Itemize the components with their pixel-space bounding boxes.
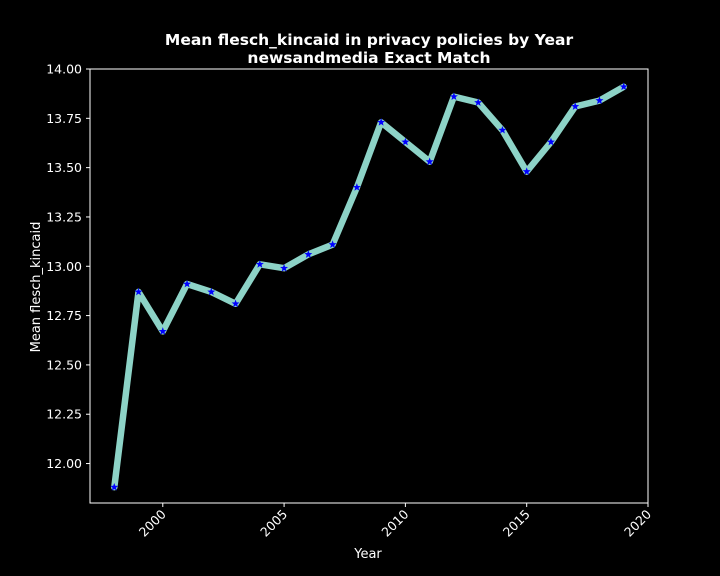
data-point-marker [304, 250, 313, 258]
x-tick-label: 2005 [257, 507, 290, 540]
data-point-marker [328, 240, 337, 248]
x-axis: 2000 2005 2010 2015 2020 [136, 503, 654, 540]
data-point-marker [498, 125, 507, 134]
data-point-marker [571, 102, 580, 110]
data-point-marker [401, 137, 410, 146]
y-tick-label: 12.00 [46, 456, 82, 471]
data-point-marker [183, 279, 192, 288]
plot-frame [89, 68, 649, 504]
y-tick-label: 14.00 [46, 62, 82, 77]
data-point-marker [377, 118, 386, 126]
x-tick-label: 2000 [136, 506, 169, 539]
data-point-marker [425, 157, 434, 166]
data-point-marker [110, 483, 119, 491]
y-tick-label: 13.00 [46, 259, 82, 274]
chart-subtitle: newsandmedia Exact Match [247, 49, 490, 67]
data-point-marker [522, 167, 531, 175]
data-point-marker [134, 287, 143, 296]
x-tick-label: 2015 [500, 507, 533, 540]
data-point-marker [619, 82, 628, 91]
data-point-marker [280, 264, 289, 272]
data-point-marker [449, 92, 458, 101]
y-tick-label: 12.25 [46, 407, 82, 422]
data-point-marker [595, 96, 604, 104]
x-tick-label: 2020 [621, 506, 654, 539]
x-tick-label: 2010 [378, 506, 411, 539]
y-tick-label: 12.50 [46, 357, 82, 372]
plot-area [89, 68, 649, 504]
y-tick-label: 13.25 [46, 209, 82, 224]
y-tick-label: 13.75 [46, 111, 82, 126]
data-point-marker [546, 137, 555, 146]
y-axis-label: Mean flesch_kincaid [29, 222, 44, 353]
x-axis-label: Year [353, 547, 382, 562]
data-point-marker [231, 299, 240, 308]
y-axis: 12.00 12.25 12.50 12.75 13.00 13.25 13.50 13.75… [46, 62, 90, 471]
series-line [111, 83, 627, 491]
data-point-marker [474, 98, 483, 106]
data-point-marker [255, 260, 264, 268]
data-point-marker [352, 183, 361, 191]
y-tick-label: 12.75 [46, 308, 82, 323]
y-tick-label: 13.50 [46, 160, 82, 175]
chart-title: Mean flesch_kincaid in privacy policies … [165, 31, 574, 49]
data-point-marker [158, 327, 167, 335]
data-point-marker [207, 287, 216, 296]
